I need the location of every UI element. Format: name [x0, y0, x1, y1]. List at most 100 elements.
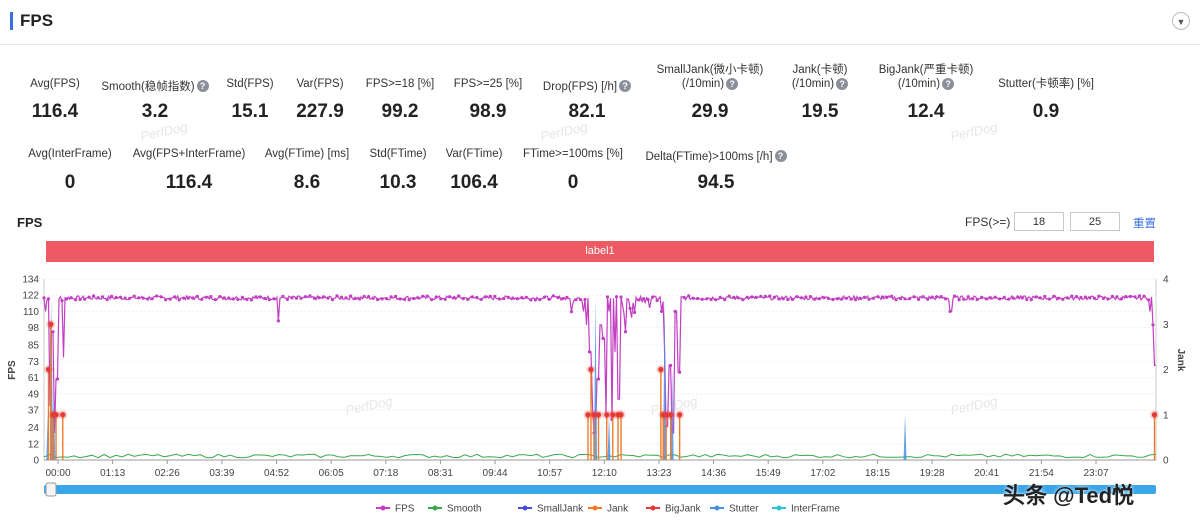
- fps-point: [222, 296, 226, 300]
- fps-point: [682, 295, 686, 300]
- stutter-spike: [607, 414, 611, 460]
- x-tick-label: 02:26: [155, 468, 180, 479]
- threshold-input-1[interactable]: [1014, 212, 1064, 231]
- fps-point: [1025, 297, 1029, 302]
- fps-point: [1088, 296, 1092, 300]
- fps-point: [551, 294, 556, 298]
- reset-button[interactable]: 重置: [1133, 218, 1156, 230]
- fps-point: [281, 294, 285, 298]
- fps-point: [353, 296, 357, 300]
- fps-point: [998, 297, 1002, 301]
- bigjank-point: [50, 412, 56, 418]
- stutter-spike: [50, 297, 54, 460]
- zoom-slider-handle: [45, 482, 57, 497]
- help-icon[interactable]: ?: [774, 149, 787, 162]
- fps-point: [430, 298, 434, 302]
- stat-item: Var(FTime) 106.4: [394, 147, 554, 193]
- fps-point: [1061, 297, 1065, 301]
- x-tick-label: 18:15: [865, 468, 890, 479]
- fps-point: [948, 309, 952, 313]
- fps-point: [529, 298, 533, 302]
- fps-point: [939, 295, 943, 299]
- fps-point: [1110, 294, 1114, 298]
- bigjank-halo: [48, 410, 58, 420]
- fps-point: [885, 295, 889, 299]
- help-icon[interactable]: ?: [196, 79, 209, 92]
- page-header: FPS ▼: [0, 0, 1200, 45]
- help-icon[interactable]: ?: [836, 77, 849, 90]
- label-bar[interactable]: label1: [46, 241, 1154, 262]
- fps-point: [312, 296, 317, 300]
- legend-label: Smooth: [447, 504, 481, 515]
- fps-point: [921, 295, 925, 299]
- fps-point: [862, 295, 867, 299]
- fps-point: [605, 295, 610, 299]
- fps-point: [128, 296, 132, 300]
- fps-point: [1016, 295, 1020, 299]
- fps-point: [660, 309, 664, 313]
- x-tick-label: 03:39: [209, 468, 234, 479]
- fps-point: [1115, 295, 1119, 299]
- fps-point: [691, 296, 695, 300]
- legend-swatch-dot: [592, 505, 598, 511]
- stat-item: Avg(InterFrame) 0: [0, 147, 150, 193]
- help-icon[interactable]: ?: [726, 77, 739, 90]
- stat-value: 116.4: [31, 101, 79, 122]
- fps-point: [200, 297, 204, 301]
- fps-point: [1133, 295, 1137, 299]
- x-tick-label: 10:57: [537, 468, 562, 479]
- x-tick-label: 00:00: [45, 468, 70, 479]
- bigjank-halo: [616, 410, 626, 420]
- fps-point: [637, 298, 641, 302]
- stat-label-unit: (/10min)?: [630, 77, 790, 91]
- fps-point: [1002, 295, 1006, 299]
- legend-swatch-dot: [776, 505, 782, 511]
- fps-point: [592, 431, 596, 435]
- fps-point: [502, 296, 506, 301]
- legend-label: BigJank: [665, 504, 702, 515]
- help-icon[interactable]: ?: [619, 79, 632, 92]
- stat-label-unit: (/10min)?: [846, 77, 1006, 91]
- x-tick-label: 08:31: [428, 468, 453, 479]
- fps-point: [565, 295, 569, 299]
- fps-point: [299, 296, 303, 300]
- collapse-chevron-icon[interactable]: ▼: [1172, 12, 1190, 30]
- fps-point: [596, 377, 601, 381]
- fps-point: [871, 296, 876, 300]
- y-tick-label: 12: [28, 439, 40, 450]
- fps-point: [484, 295, 488, 299]
- fps-point: [786, 297, 790, 302]
- stat-label: Avg(FPS+InterFrame): [132, 148, 246, 160]
- logo-text: 头条 @Ted悦: [1003, 483, 1135, 508]
- fps-point: [768, 294, 772, 298]
- stat-label: Jank(卡顿): [792, 64, 848, 76]
- fps-point: [569, 310, 574, 314]
- fps-point: [1047, 297, 1051, 301]
- header-accent-bar: [10, 12, 13, 30]
- fps-point: [1070, 294, 1074, 298]
- fps-point: [993, 295, 997, 299]
- legend-swatch-dot: [650, 505, 656, 511]
- fps-point: [971, 297, 975, 301]
- help-icon[interactable]: ?: [942, 77, 955, 90]
- threshold-input-2[interactable]: [1070, 212, 1120, 231]
- fps-point: [876, 295, 880, 299]
- stat-item: Smooth(稳帧指数)? 3.2: [75, 77, 235, 122]
- stat-label: Avg(FPS): [30, 78, 80, 90]
- fps-point: [795, 295, 799, 299]
- fps-point: [285, 297, 289, 301]
- fps-point: [642, 297, 646, 301]
- fps-point: [362, 294, 366, 298]
- page-title: FPS: [20, 11, 54, 30]
- bigjank-halo: [608, 410, 618, 420]
- fps-point: [290, 296, 294, 300]
- fps-point: [732, 295, 736, 299]
- stat-value: 8.6: [293, 172, 321, 193]
- fps-point: [759, 294, 763, 298]
- fps-point: [83, 297, 87, 301]
- fps-point: [339, 295, 344, 299]
- legend-label: InterFrame: [791, 504, 840, 515]
- fps-point: [633, 310, 637, 315]
- stat-label: FTime>=100ms [%]: [523, 148, 623, 160]
- fps-point: [1083, 295, 1087, 299]
